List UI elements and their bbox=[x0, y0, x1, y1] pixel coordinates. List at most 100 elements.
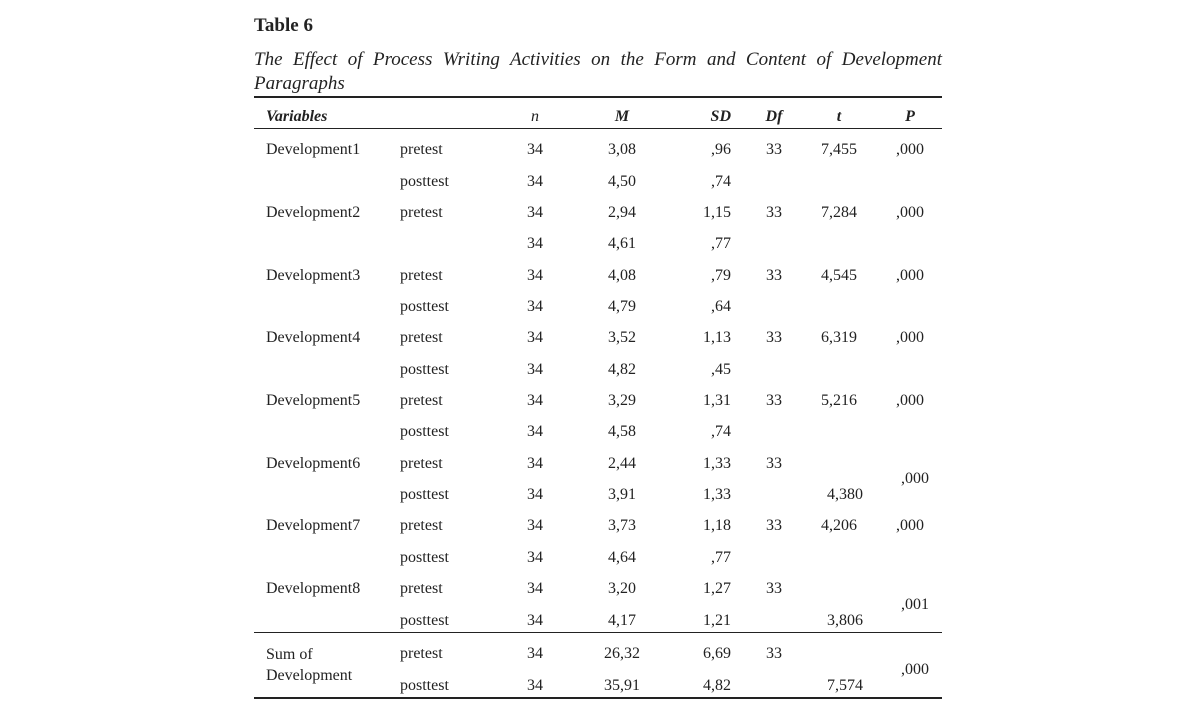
df-cell: 33 bbox=[766, 329, 782, 346]
header-variables: Variables bbox=[266, 108, 328, 125]
m-cell: 4,64 bbox=[608, 549, 636, 566]
df-cell: 33 bbox=[766, 455, 782, 472]
bottom-rule bbox=[254, 697, 942, 699]
header-t: t bbox=[836, 108, 842, 125]
m-cell: 26,32 bbox=[604, 645, 640, 662]
variable-cell: Development4 bbox=[266, 329, 361, 346]
sd-cell: 1,21 bbox=[703, 612, 731, 629]
m-cell: 3,20 bbox=[608, 580, 636, 597]
t-cell: 4,206 bbox=[821, 517, 857, 534]
variable-cell: Development7 bbox=[266, 517, 361, 534]
m-cell: 3,52 bbox=[608, 329, 636, 346]
sd-cell: 4,82 bbox=[703, 677, 731, 694]
test-cell: pretest bbox=[400, 517, 443, 534]
test-cell: pretest bbox=[400, 455, 443, 472]
m-cell: 35,91 bbox=[604, 677, 640, 694]
m-cell: 4,79 bbox=[608, 298, 636, 315]
m-cell: 4,17 bbox=[608, 612, 636, 629]
table-label: Table 6 bbox=[254, 15, 313, 36]
test-cell: pretest bbox=[400, 580, 443, 597]
test-cell: posttest bbox=[400, 549, 449, 566]
n-cell: 34 bbox=[527, 235, 543, 252]
variable-cell: Development2 bbox=[266, 204, 361, 221]
t-cell: 7,574 bbox=[827, 677, 863, 694]
top-rule bbox=[254, 96, 942, 98]
sd-cell: 1,15 bbox=[703, 204, 731, 221]
test-cell: pretest bbox=[400, 329, 443, 346]
sd-cell: 1,33 bbox=[703, 455, 731, 472]
m-cell: 3,73 bbox=[608, 517, 636, 534]
sd-cell: ,64 bbox=[711, 298, 731, 315]
df-cell: 33 bbox=[766, 645, 782, 662]
sd-cell: 1,27 bbox=[703, 580, 731, 597]
sd-cell: ,45 bbox=[711, 361, 731, 378]
sd-cell: ,74 bbox=[711, 423, 731, 440]
p-cell: ,000 bbox=[896, 392, 924, 409]
n-cell: 34 bbox=[527, 486, 543, 503]
m-cell: 4,58 bbox=[608, 423, 636, 440]
m-cell: 4,61 bbox=[608, 235, 636, 252]
test-cell: posttest bbox=[400, 173, 449, 190]
test-cell: posttest bbox=[400, 298, 449, 315]
sd-cell: 1,13 bbox=[703, 329, 731, 346]
n-cell: 34 bbox=[527, 141, 543, 158]
n-cell: 34 bbox=[527, 612, 543, 629]
variable-cell: Development3 bbox=[266, 267, 361, 284]
variable-cell: Development6 bbox=[266, 455, 361, 472]
n-cell: 34 bbox=[527, 517, 543, 534]
n-cell: 34 bbox=[527, 329, 543, 346]
table-caption: The Effect of Process Writing Activities… bbox=[254, 49, 942, 94]
test-cell: posttest bbox=[400, 486, 449, 503]
df-cell: 33 bbox=[766, 392, 782, 409]
test-cell: pretest bbox=[400, 392, 443, 409]
t-cell: 5,216 bbox=[821, 392, 857, 409]
t-cell: 4,380 bbox=[827, 486, 863, 503]
n-cell: 34 bbox=[527, 455, 543, 472]
header-m: M bbox=[614, 108, 630, 125]
n-cell: 34 bbox=[527, 361, 543, 378]
sd-cell: ,77 bbox=[711, 549, 731, 566]
t-cell: 7,455 bbox=[821, 141, 857, 158]
sd-cell: ,77 bbox=[711, 235, 731, 252]
test-cell: posttest bbox=[400, 423, 449, 440]
n-cell: 34 bbox=[527, 267, 543, 284]
n-cell: 34 bbox=[527, 423, 543, 440]
p-cell-merged: ,001 bbox=[901, 596, 929, 613]
n-cell: 34 bbox=[527, 204, 543, 221]
df-cell: 33 bbox=[766, 141, 782, 158]
n-cell: 34 bbox=[527, 645, 543, 662]
n-cell: 34 bbox=[527, 580, 543, 597]
test-cell: posttest bbox=[400, 612, 449, 629]
sum-label-line1: Sum of bbox=[266, 646, 313, 663]
n-cell: 34 bbox=[527, 298, 543, 315]
p-cell-merged: ,000 bbox=[901, 470, 929, 487]
sd-cell: ,79 bbox=[711, 267, 731, 284]
test-cell: posttest bbox=[400, 361, 449, 378]
df-cell: 33 bbox=[766, 580, 782, 597]
t-cell: 3,806 bbox=[827, 612, 863, 629]
header-n: n bbox=[531, 108, 539, 125]
t-cell: 4,545 bbox=[821, 267, 857, 284]
sd-cell: 1,18 bbox=[703, 517, 731, 534]
variable-cell: Development8 bbox=[266, 580, 361, 597]
m-cell: 3,91 bbox=[608, 486, 636, 503]
sd-cell: 1,31 bbox=[703, 392, 731, 409]
sum-rule bbox=[254, 632, 942, 633]
p-cell: ,000 bbox=[896, 517, 924, 534]
test-cell: pretest bbox=[400, 141, 443, 158]
test-cell: pretest bbox=[400, 204, 443, 221]
n-cell: 34 bbox=[527, 549, 543, 566]
p-cell: ,000 bbox=[896, 329, 924, 346]
header-df: Df bbox=[765, 108, 783, 125]
m-cell: 3,08 bbox=[608, 141, 636, 158]
m-cell: 2,94 bbox=[608, 204, 636, 221]
sum-label-line2: Development bbox=[266, 667, 353, 684]
p-cell: ,000 bbox=[896, 204, 924, 221]
m-cell: 3,29 bbox=[608, 392, 636, 409]
test-cell: pretest bbox=[400, 267, 443, 284]
p-cell: ,000 bbox=[896, 267, 924, 284]
p-cell: ,000 bbox=[896, 141, 924, 158]
header-sd: SD bbox=[710, 108, 731, 125]
m-cell: 4,08 bbox=[608, 267, 636, 284]
m-cell: 4,50 bbox=[608, 173, 636, 190]
